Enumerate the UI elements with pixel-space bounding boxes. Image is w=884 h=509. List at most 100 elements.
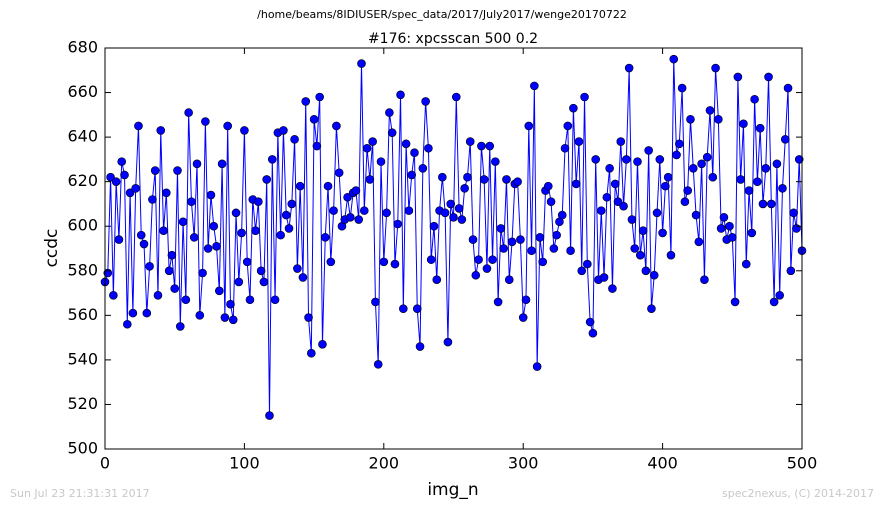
point: [256, 266, 266, 276]
point: [443, 337, 453, 347]
point: [401, 139, 411, 149]
point: [354, 215, 364, 224]
point: [730, 297, 740, 307]
point: [516, 235, 525, 244]
y-tick-label: 660: [67, 82, 98, 101]
point: [619, 201, 628, 211]
point: [507, 237, 517, 247]
point: [198, 268, 207, 278]
point: [733, 72, 743, 82]
point: [622, 155, 631, 164]
point: [608, 284, 617, 293]
point: [530, 81, 539, 91]
point: [504, 275, 514, 284]
point: [153, 290, 163, 300]
point: [368, 137, 377, 146]
point: [488, 255, 497, 264]
point: [279, 126, 288, 135]
point: [148, 195, 157, 204]
point: [644, 146, 653, 155]
point: [549, 244, 559, 253]
point: [128, 308, 138, 318]
point: [426, 255, 436, 264]
point: [362, 143, 372, 153]
point: [131, 184, 140, 193]
y-axis-label: ccdc: [42, 229, 62, 268]
point: [571, 179, 581, 189]
point: [527, 246, 536, 256]
point: [404, 206, 414, 215]
point: [585, 317, 595, 327]
point: [543, 181, 553, 191]
point: [234, 277, 244, 287]
point: [493, 297, 503, 307]
point: [371, 297, 380, 307]
footer-left: Sun Jul 23 21:31:31 2017: [10, 487, 150, 500]
point: [647, 304, 656, 313]
point: [705, 106, 715, 115]
point: [385, 108, 394, 117]
point: [580, 92, 589, 102]
point: [460, 184, 469, 193]
point: [226, 299, 235, 309]
point: [267, 155, 277, 164]
point: [708, 172, 718, 182]
point: [201, 117, 210, 126]
point: [557, 210, 567, 220]
point: [560, 143, 570, 153]
point: [120, 170, 129, 180]
point: [566, 246, 575, 256]
point: [195, 311, 205, 320]
point: [792, 224, 801, 233]
point: [150, 166, 160, 175]
point: [220, 313, 230, 322]
point: [203, 244, 213, 253]
point: [468, 235, 478, 244]
suptitle: /home/beams/8IDIUSER/spec_data/2017/July…: [257, 8, 627, 21]
point: [677, 83, 687, 93]
point: [775, 290, 784, 300]
point: [753, 177, 762, 186]
point: [415, 342, 425, 351]
point: [683, 186, 692, 195]
point: [192, 159, 202, 169]
point: [675, 139, 684, 149]
point: [175, 322, 185, 331]
point: [117, 157, 127, 166]
point: [574, 137, 584, 146]
point: [136, 230, 146, 240]
point: [546, 197, 556, 207]
y-tick-label: 580: [67, 260, 98, 279]
y-tick-label: 600: [67, 216, 98, 235]
point: [212, 241, 221, 251]
point: [357, 59, 366, 68]
point: [711, 63, 720, 73]
point: [767, 199, 776, 209]
point: [616, 137, 626, 146]
point: [254, 197, 263, 207]
x-tick-label: 400: [647, 454, 678, 473]
point: [496, 224, 506, 233]
point: [610, 179, 620, 189]
point: [563, 121, 573, 131]
point: [145, 262, 154, 271]
point: [242, 257, 252, 267]
x-axis-label: img_n: [427, 480, 478, 500]
point: [181, 295, 191, 305]
x-tick-label: 500: [787, 454, 818, 473]
footer-right: spec2nexus, (C) 2014-2017: [722, 487, 874, 500]
point: [491, 157, 500, 166]
chart-title: #176: xpcsscan 500 0.2: [368, 31, 538, 47]
point: [446, 199, 456, 209]
point: [259, 277, 269, 287]
point: [111, 177, 121, 186]
y-tick-label: 560: [67, 305, 98, 324]
point: [162, 188, 171, 198]
point: [633, 157, 642, 166]
point: [583, 259, 592, 269]
point: [164, 266, 174, 276]
point: [661, 181, 670, 191]
point: [429, 221, 439, 231]
point: [769, 297, 779, 307]
point: [465, 137, 475, 146]
